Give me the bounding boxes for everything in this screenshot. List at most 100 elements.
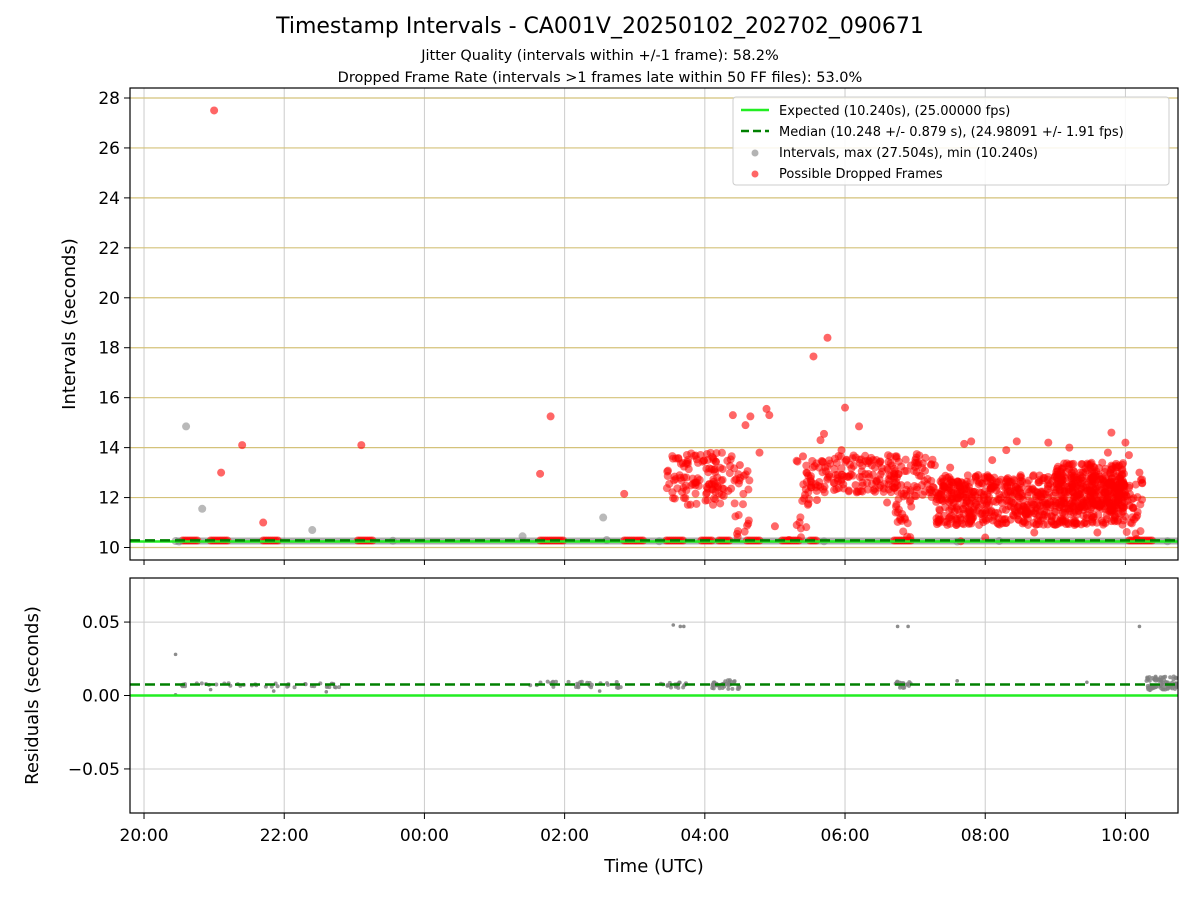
dropped-point (796, 513, 805, 522)
residual-point (1162, 685, 1167, 690)
dropped-point (1044, 438, 1053, 447)
residual-point (597, 689, 602, 693)
y-tick-label: 26 (98, 139, 120, 159)
dropped-point (1066, 510, 1075, 519)
y-tick-label: 22 (98, 239, 120, 259)
dropped-point (1016, 479, 1025, 488)
dropped-point (1098, 499, 1107, 508)
dropped-point (727, 452, 736, 461)
dropped-point (1110, 501, 1119, 510)
dropped-point (802, 468, 811, 477)
residual-point (681, 624, 686, 629)
dropped-point (1131, 480, 1140, 489)
residual-point (730, 686, 735, 691)
dropped-point (210, 106, 219, 115)
dropped-point (726, 461, 735, 470)
dropped-point (994, 509, 1003, 518)
interval-point (182, 422, 191, 431)
legend-entry-label: Median (10.248 +/- 0.879 s), (24.98091 +… (779, 125, 1124, 140)
dropped-point (740, 527, 749, 536)
residual-point (1168, 675, 1173, 680)
dropped-point (830, 454, 839, 463)
residual-point (895, 624, 900, 629)
dropped-point (912, 485, 921, 494)
dropped-point (1124, 451, 1133, 460)
dropped-point (691, 489, 700, 498)
dropped-point (701, 496, 710, 505)
x-tick-label: 22:00 (260, 826, 309, 846)
dropped-point (1088, 513, 1097, 522)
dropped-point (1118, 479, 1127, 488)
residual-point (618, 685, 623, 690)
dropped-point (1002, 446, 1011, 455)
x-tick-label: 06:00 (821, 826, 870, 846)
dropped-point (696, 451, 705, 460)
dropped-point (1128, 503, 1137, 512)
dropped-point (1131, 513, 1140, 522)
dropped-point (536, 469, 545, 478)
dropped-point (812, 483, 821, 492)
dropped-point (259, 518, 268, 527)
dropped-point (1041, 498, 1050, 507)
legend-box (732, 96, 1170, 186)
dropped-point (868, 470, 877, 479)
dropped-point (902, 467, 911, 476)
dropped-point (1083, 459, 1092, 468)
intervals-plot-area (130, 106, 1178, 546)
x-tick-label: 20:00 (120, 826, 169, 846)
chart-title: Timestamp Intervals - CA001V_20250102_20… (276, 14, 924, 39)
y-tick-label: 0.00 (82, 687, 120, 707)
dropped-point (1078, 468, 1087, 477)
dropped-point (809, 352, 818, 361)
dropped-point (692, 499, 701, 508)
residual-point (614, 685, 619, 690)
y-tick-label: 20 (98, 289, 120, 309)
residual-point (898, 685, 903, 690)
y-tick-label: 0.05 (82, 613, 120, 633)
dropped-point (944, 473, 953, 482)
dropped-point (1113, 517, 1122, 526)
residual-point (727, 678, 732, 683)
y-tick-label: 28 (98, 89, 120, 109)
dropped-point (1060, 499, 1069, 508)
x-tick-label: 10:00 (1101, 826, 1150, 846)
dropped-point (1045, 488, 1054, 497)
residual-point (726, 686, 731, 691)
residual-point (324, 690, 329, 694)
dropped-point (1021, 509, 1030, 518)
dropped-point (683, 459, 692, 468)
dropped-point (671, 475, 680, 484)
dropped-point (1077, 495, 1086, 504)
legend-intervals-swatch (751, 149, 759, 157)
dropped-point (837, 446, 846, 455)
dropped-point (1071, 516, 1080, 525)
dropped-point (936, 477, 945, 486)
dropped-point (1125, 483, 1134, 492)
residual-point (1145, 676, 1150, 681)
residual-point (551, 684, 556, 689)
residual-point (1159, 679, 1164, 684)
residual-point (292, 685, 297, 690)
y-tick-label: 14 (98, 439, 120, 459)
dropped-point (823, 475, 832, 484)
dropped-point (704, 468, 713, 477)
residual-point (671, 623, 676, 627)
dropped-point (926, 460, 935, 469)
residual-point (1137, 624, 1142, 629)
dropped-point (705, 479, 714, 488)
dropped-point (620, 489, 629, 498)
dropped-point (982, 501, 991, 510)
residual-point (208, 687, 213, 692)
dropped-point (664, 466, 673, 475)
residual-point (681, 685, 686, 690)
dropped-point (744, 519, 753, 528)
dropped-point (851, 481, 860, 490)
dropped-point (846, 470, 855, 479)
dropped-point (1093, 528, 1102, 537)
residual-point (333, 685, 338, 690)
dropped-point (1138, 479, 1147, 488)
dropped-point (941, 503, 950, 512)
dropped-point (897, 481, 906, 490)
legend-entry-label: Intervals, max (27.504s), min (10.240s) (779, 146, 1038, 161)
dropped-point (1090, 468, 1099, 477)
